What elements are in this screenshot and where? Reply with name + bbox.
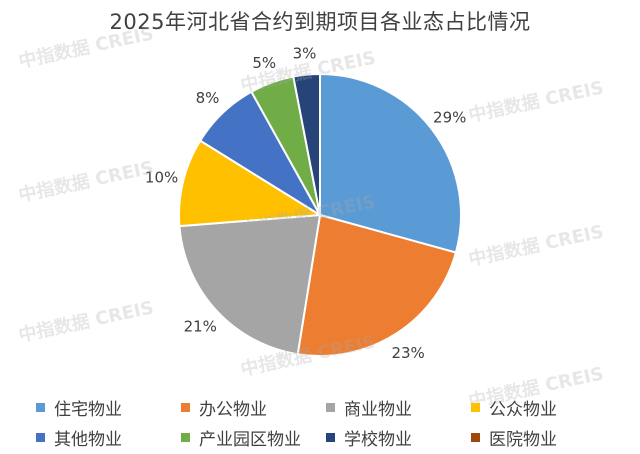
- legend-row: 其他物业 产业园区物业 学校物业 医院物业: [36, 422, 616, 452]
- legend-item: 办公物业: [181, 395, 326, 420]
- legend-item: 学校物业: [326, 425, 471, 450]
- legend-label: 医院物业: [489, 429, 557, 450]
- legend-label: 商业物业: [344, 399, 412, 420]
- pie-slice: [319, 72, 462, 254]
- legend-swatch: [36, 432, 45, 442]
- legend: 住宅物业 办公物业 商业物业 公众物业 其他物业 产业园区物业: [36, 392, 616, 452]
- chart-title: 2025年河北省合约到期项目各业态占比情况: [109, 10, 531, 34]
- legend-item: 产业园区物业: [181, 425, 326, 450]
- legend-row: 住宅物业 办公物业 商业物业 公众物业: [36, 392, 616, 422]
- legend-swatch: [471, 402, 480, 412]
- legend-swatch: [471, 432, 480, 442]
- legend-item: 住宅物业: [36, 395, 181, 420]
- legend-item: 商业物业: [326, 395, 471, 420]
- legend-label: 学校物业: [344, 429, 412, 450]
- data-label: 8%: [196, 89, 220, 107]
- data-label: 23%: [391, 344, 424, 362]
- pie-slice: [292, 72, 321, 216]
- legend-label: 公众物业: [489, 399, 557, 420]
- data-label: 5%: [252, 54, 276, 72]
- pie-slice: [178, 213, 322, 356]
- pie-slice: [296, 213, 458, 357]
- data-label: 21%: [184, 318, 217, 336]
- legend-swatch: [326, 402, 335, 412]
- legend-label: 产业园区物业: [199, 429, 301, 450]
- legend-label: 办公物业: [199, 399, 267, 420]
- legend-label: 住宅物业: [54, 399, 122, 420]
- legend-swatch: [181, 402, 190, 412]
- legend-item: 医院物业: [471, 425, 616, 450]
- legend-swatch: [181, 432, 190, 442]
- legend-item: 其他物业: [36, 425, 181, 450]
- pie-slice: [178, 139, 324, 228]
- data-label: 3%: [293, 45, 317, 63]
- legend-item: 公众物业: [471, 395, 616, 420]
- legend-label: 其他物业: [54, 429, 122, 450]
- data-label: 29%: [433, 108, 466, 126]
- legend-swatch: [36, 402, 45, 412]
- legend-swatch: [326, 432, 335, 442]
- data-label: 10%: [145, 169, 178, 187]
